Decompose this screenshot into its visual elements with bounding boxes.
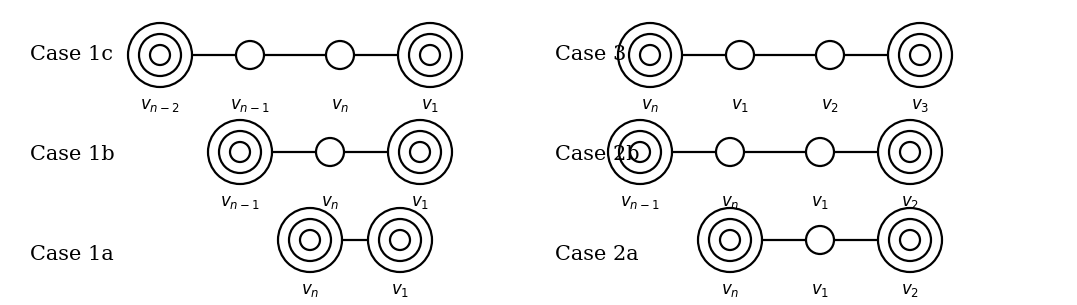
Text: $v_{1}$: $v_{1}$ xyxy=(411,194,429,211)
Text: $v_{n}$: $v_{n}$ xyxy=(331,97,349,114)
Text: $v_{n-1}$: $v_{n-1}$ xyxy=(220,194,260,211)
Text: $v_{1}$: $v_{1}$ xyxy=(391,282,409,299)
Text: $v_{2}$: $v_{2}$ xyxy=(901,194,919,211)
Text: $v_{n}$: $v_{n}$ xyxy=(321,194,339,211)
Text: $v_{1}$: $v_{1}$ xyxy=(811,194,829,211)
Text: $v_{3}$: $v_{3}$ xyxy=(911,97,929,114)
Text: $v_{n-2}$: $v_{n-2}$ xyxy=(140,97,180,114)
Text: $v_{2}$: $v_{2}$ xyxy=(821,97,839,114)
Text: Case 1c: Case 1c xyxy=(30,45,113,64)
Text: $v_{n-1}$: $v_{n-1}$ xyxy=(620,194,660,211)
Text: $v_{1}$: $v_{1}$ xyxy=(421,97,439,114)
Text: $v_{n}$: $v_{n}$ xyxy=(721,194,739,211)
Text: $v_{n}$: $v_{n}$ xyxy=(300,282,319,299)
Text: $v_{1}$: $v_{1}$ xyxy=(811,282,829,299)
Text: $v_{2}$: $v_{2}$ xyxy=(901,282,919,299)
Text: $v_{n-1}$: $v_{n-1}$ xyxy=(230,97,270,114)
Text: Case 3: Case 3 xyxy=(555,45,627,64)
Text: $v_{n}$: $v_{n}$ xyxy=(721,282,739,299)
Text: Case 1b: Case 1b xyxy=(30,145,114,164)
Text: Case 2b: Case 2b xyxy=(555,145,640,164)
Text: Case 2a: Case 2a xyxy=(555,246,639,264)
Text: Case 1a: Case 1a xyxy=(30,246,114,264)
Text: $v_{1}$: $v_{1}$ xyxy=(731,97,750,114)
Text: $v_{n}$: $v_{n}$ xyxy=(641,97,659,114)
